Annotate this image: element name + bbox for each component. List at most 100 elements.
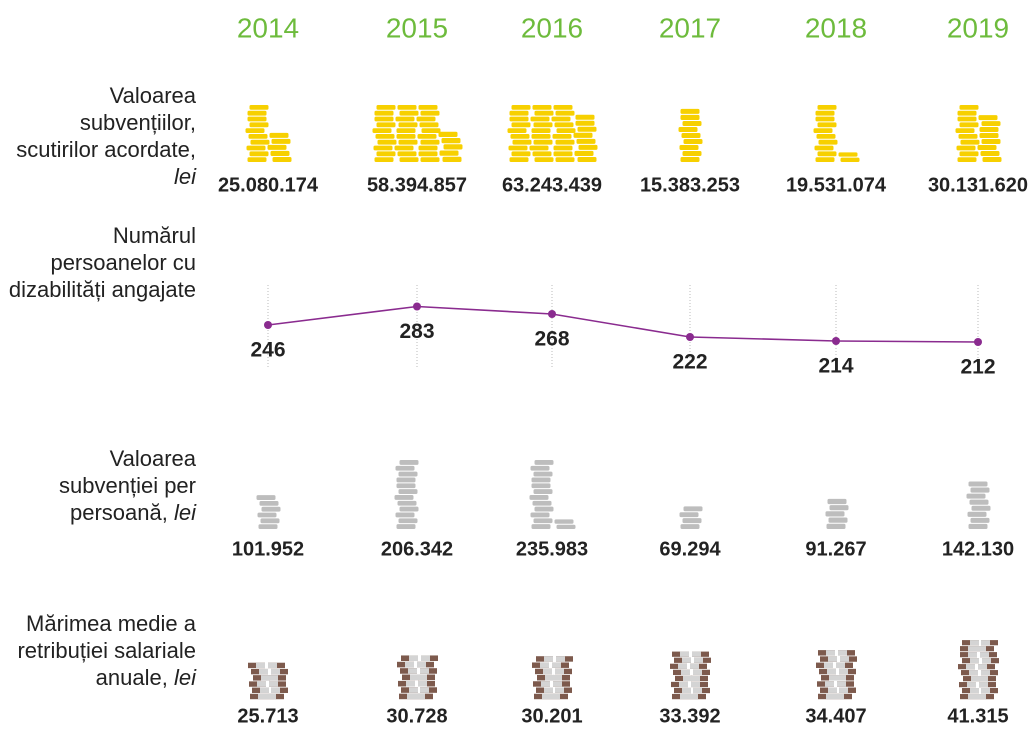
coin: [529, 145, 549, 151]
coin: [576, 138, 596, 144]
year-label: 2014: [237, 12, 299, 43]
coin: [419, 122, 439, 128]
coin: [957, 116, 977, 122]
coin: [533, 489, 553, 494]
coin: [256, 495, 276, 500]
coin: [373, 145, 393, 151]
value-label: 33.392: [659, 705, 720, 727]
coin: [398, 122, 418, 128]
coin: [257, 512, 277, 518]
coin: [375, 134, 395, 139]
banknote-band: [969, 670, 978, 676]
banknote-band: [267, 693, 276, 700]
coin: [683, 138, 703, 144]
banknote-band: [553, 681, 562, 687]
banknote-band: [681, 669, 690, 675]
coin: [977, 145, 997, 151]
coin: [827, 498, 847, 505]
coin: [967, 511, 987, 517]
banknote-band: [693, 669, 702, 675]
coin: [374, 157, 394, 162]
banknote-band: [680, 693, 689, 700]
coin: [398, 471, 418, 477]
coin: [555, 139, 575, 145]
banknote-band: [691, 675, 700, 682]
point: [264, 321, 272, 329]
coin: [957, 157, 977, 162]
coin: [959, 105, 979, 110]
banknote-stack: [670, 651, 711, 700]
coin: [533, 139, 553, 145]
coin: [397, 105, 417, 110]
value-label: 30.201: [521, 705, 582, 727]
banknote-band: [420, 687, 429, 693]
banknote-band: [971, 676, 980, 682]
coin: [439, 150, 459, 156]
value-label: 214: [818, 355, 853, 378]
coin: [957, 110, 977, 116]
coin: [395, 512, 415, 518]
coin: [529, 495, 549, 500]
coin: [828, 517, 848, 523]
coin: [509, 110, 529, 116]
banknote-band: [678, 663, 687, 669]
coin: [530, 465, 550, 471]
coin: [417, 134, 437, 139]
coin-stack: [245, 105, 292, 162]
coin: [530, 116, 550, 122]
banknote-band: [979, 676, 988, 682]
banknote-band: [271, 668, 280, 675]
coin: [683, 506, 703, 512]
coin: [577, 126, 597, 132]
banknote-band: [421, 655, 430, 662]
coin: [509, 157, 529, 162]
banknote-stack: [532, 656, 573, 700]
banknote-band: [825, 681, 834, 687]
banknote-band: [967, 682, 976, 688]
row-name: Mărimea medie a retribuției salariale an…: [17, 611, 196, 690]
coin: [247, 110, 267, 116]
coin: [272, 156, 292, 162]
coin: [270, 150, 290, 156]
coin: [245, 128, 265, 133]
coin: [372, 128, 392, 133]
banknote-band: [409, 655, 418, 662]
point: [413, 302, 421, 311]
coin: [969, 499, 989, 505]
row-label: Valoarea subvenției per persoană, lei: [8, 445, 196, 526]
coin: [532, 500, 552, 506]
banknote-band: [837, 675, 846, 681]
coin: [573, 132, 593, 138]
banknote-band: [556, 656, 565, 662]
year-label: 2015: [386, 12, 448, 43]
coin: [815, 116, 835, 122]
banknote-band: [824, 662, 833, 669]
banknote-band: [260, 687, 269, 693]
banknote-band: [982, 658, 991, 664]
banknote-band: [693, 687, 702, 694]
coin: [269, 132, 289, 138]
coin: [396, 477, 416, 483]
banknote-band: [828, 656, 837, 662]
coin: [958, 134, 978, 139]
coin: [956, 145, 976, 151]
coin: [531, 524, 551, 529]
coin: [420, 110, 440, 116]
value-label: 25.080.174: [218, 174, 319, 196]
coin: [551, 116, 571, 122]
coin: [679, 512, 699, 518]
value-label: 235.983: [516, 538, 588, 560]
banknote-band: [418, 680, 427, 687]
coin: [978, 115, 998, 121]
coin: [374, 116, 394, 122]
banknote-band: [835, 693, 844, 700]
banknote-band: [839, 687, 848, 693]
banknote-band: [257, 681, 266, 687]
coin: [679, 144, 699, 150]
banknote-band: [542, 693, 551, 700]
coin: [512, 139, 532, 145]
coin: [399, 460, 419, 465]
coin: [980, 151, 1000, 157]
banknote-band: [836, 662, 845, 669]
